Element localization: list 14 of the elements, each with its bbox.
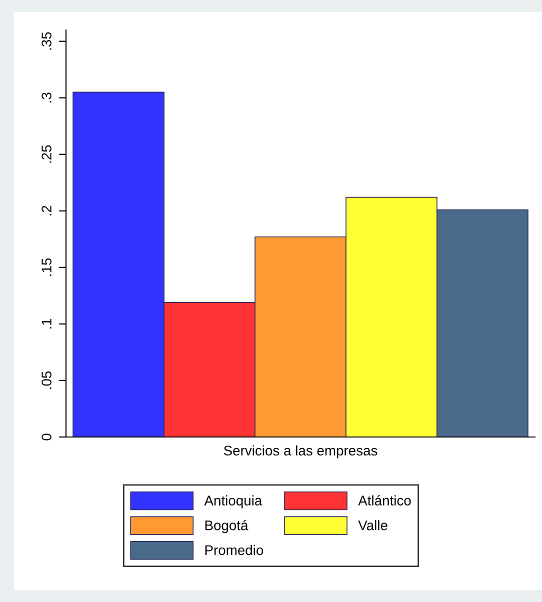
legend-label: Valle (358, 520, 388, 530)
legend-label: Antioquia (204, 495, 262, 508)
legend-label: Promedio (205, 544, 264, 556)
y-tick-label: .35 (42, 32, 52, 50)
y-tick-label: .3 (42, 92, 52, 102)
y-tick-label: .1 (42, 318, 52, 328)
y-tick-label: .05 (42, 371, 52, 389)
x-tick-label: Servicios a las empresas (224, 445, 378, 458)
y-tick-label: .15 (42, 258, 52, 276)
legend-label: Atlántico (358, 495, 411, 506)
y-tick-label: .25 (42, 145, 52, 163)
legend-label: Bogotá (205, 520, 248, 534)
y-tick-label: .2 (42, 206, 52, 216)
y-tick-label: 0 (42, 434, 52, 440)
